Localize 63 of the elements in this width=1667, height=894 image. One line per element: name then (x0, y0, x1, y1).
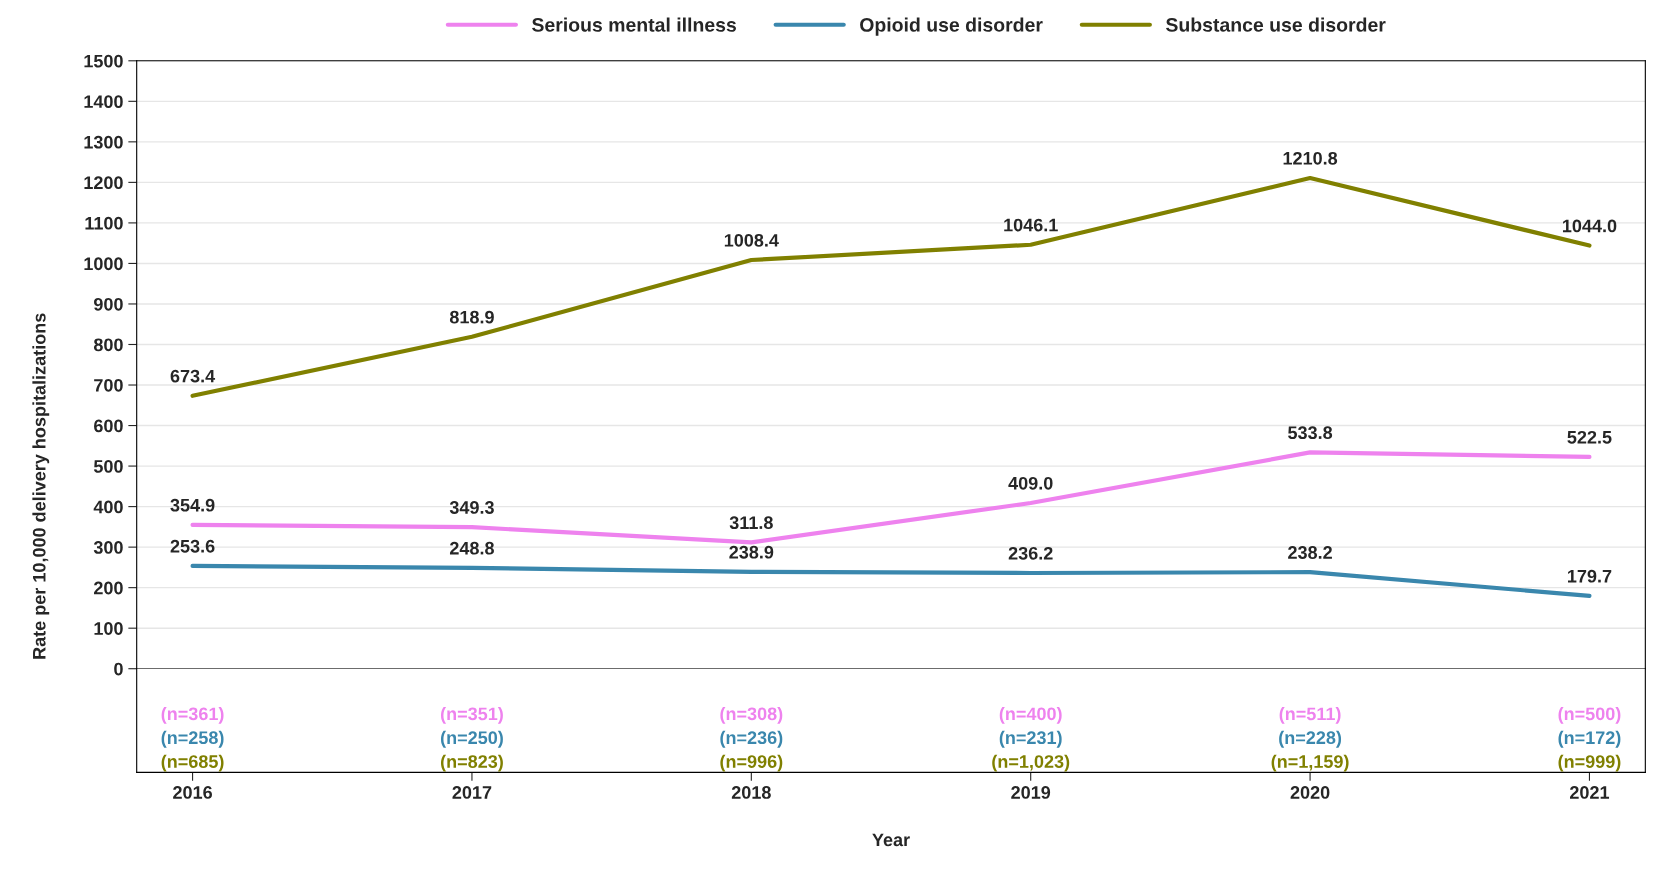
x-tick-label: 2021 (1570, 786, 1610, 799)
text: (n=351) (440, 706, 503, 724)
x-axis-title: Year (872, 833, 910, 847)
y-tick-label: 500 (93, 460, 123, 473)
data-label: 253.6 (170, 539, 215, 553)
y-tick-label: 600 (94, 419, 123, 433)
x-tick-label: 2017 (452, 786, 492, 799)
y-tick-label: 800 (93, 338, 123, 352)
data-label: 236.2 (1008, 546, 1053, 560)
data-label: 522.5 (1567, 430, 1612, 444)
x-tick-label: 2018 (731, 786, 771, 799)
text: (n=236) (720, 730, 783, 748)
y-tick-label: 1000 (84, 257, 123, 271)
data-label: 349.3 (449, 501, 494, 514)
text: (n=250) (440, 730, 503, 748)
y-tick-label: 400 (93, 500, 123, 514)
text: (n=172) (1558, 730, 1621, 748)
text: (n=1,159) (1271, 754, 1349, 772)
y-tick-label: 1100 (85, 216, 123, 230)
y-tick-label: 1300 (84, 135, 123, 149)
text: (n=685) (161, 754, 224, 772)
text: (n=231) (999, 730, 1062, 748)
text: (n=228) (1279, 730, 1342, 748)
x-tick-label: 2020 (1290, 786, 1330, 799)
data-label: 238.9 (729, 545, 774, 559)
text: (n=400) (999, 706, 1062, 724)
text: (n=511) (1279, 706, 1341, 724)
data-label: 354.9 (170, 498, 215, 512)
data-label: 1210.8 (1283, 151, 1338, 165)
y-tick-label: 200 (94, 581, 123, 595)
legend-label: Substance use disorder (1165, 17, 1386, 32)
data-label: 311.8 (729, 516, 773, 530)
data-label: 533.8 (1288, 426, 1333, 440)
y-tick-label: 100 (94, 622, 123, 635)
data-label: 248.8 (449, 541, 494, 555)
text: (n=361) (161, 706, 224, 724)
data-label: 179.7 (1568, 569, 1612, 583)
y-tick-label: 900 (94, 297, 123, 311)
legend-label: Serious mental illness (532, 17, 736, 32)
text: (n=1,023) (992, 754, 1070, 772)
y-tick-label: 0 (114, 662, 123, 676)
text: (n=996) (720, 754, 783, 772)
text: (n=308) (720, 706, 783, 724)
y-tick-label: 300 (93, 541, 123, 554)
legend-label: Opioid use disorder (860, 17, 1043, 36)
x-tick-label: 2019 (1011, 786, 1051, 799)
y-tick-label: 1200 (84, 176, 123, 190)
y-tick-label: 1500 (84, 54, 123, 68)
text: (n=500) (1558, 706, 1621, 724)
data-label: 1044.0 (1562, 219, 1617, 233)
y-tick-label: 700 (94, 378, 123, 392)
text: (n=258) (161, 730, 224, 748)
data-label: 818.9 (449, 310, 494, 324)
text: (n=823) (440, 754, 503, 772)
data-label: 1008.4 (724, 233, 779, 247)
text: (n=999) (1558, 754, 1621, 772)
data-label: 238.2 (1288, 546, 1332, 559)
data-label: 673.4 (170, 369, 216, 383)
data-label: 409.0 (1008, 476, 1053, 490)
x-tick-label: 2016 (173, 786, 212, 799)
y-axis-title: Rate per 10,000 delivery hospitalizations (32, 313, 50, 659)
y-tick-label: 1400 (84, 95, 123, 109)
data-label: 1046.1 (1004, 218, 1058, 232)
